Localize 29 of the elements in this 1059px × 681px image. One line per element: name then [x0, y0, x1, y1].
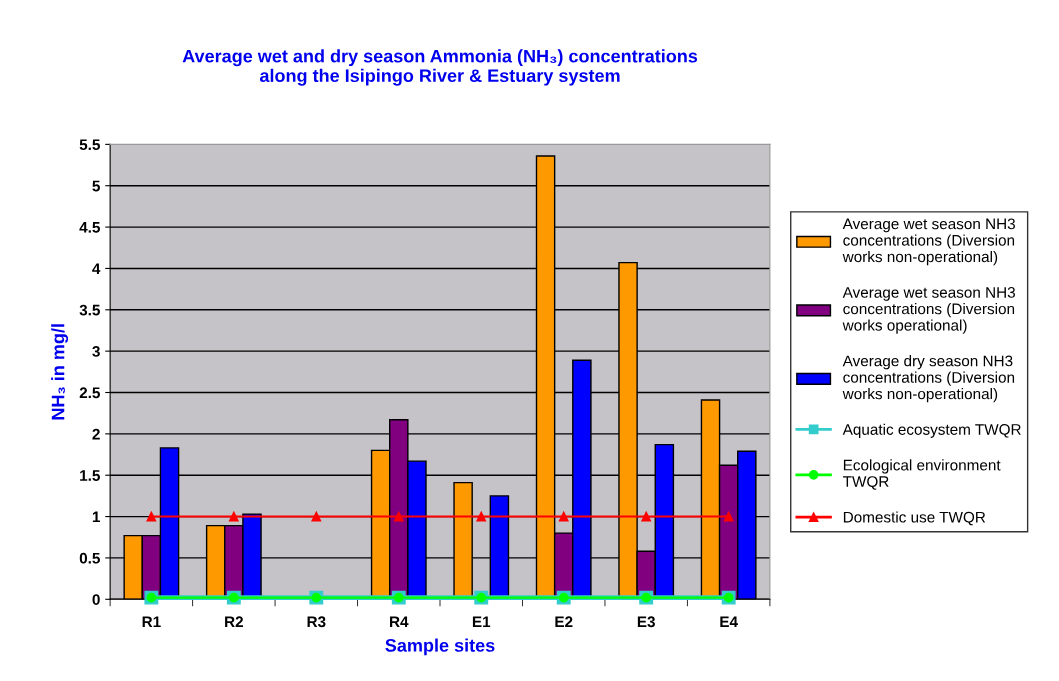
legend-label: Domestic use TWQR [843, 511, 986, 526]
y-tick-label: 5 [92, 180, 100, 192]
legend-label: Average wet season NH3 concentrations (Diversion works operational) [842, 286, 1015, 334]
chart-title: Average wet and dry season Ammonia (NH₃) concentrations along the Isipingo River & Estuary system [182, 49, 698, 86]
y-tick-label: 2.5 [79, 387, 100, 399]
x-tick-label: R1 [142, 616, 161, 628]
x-tick-label: E2 [555, 616, 573, 628]
x-tick-label: E4 [720, 616, 738, 628]
y-tick-label: 0.5 [79, 552, 100, 564]
y-tick-label: 0 [92, 594, 100, 605]
y-tick-label: 1.5 [80, 470, 100, 481]
legend-label: Average dry season NH3 concentrations (Diversion works non-operational) [842, 355, 1015, 403]
x-tick-label: R3 [307, 616, 326, 628]
x-tick-label: E3 [637, 616, 655, 628]
legend-label: Ecological environment TWQR [843, 459, 1001, 490]
y-tick-label: 2 [92, 428, 100, 440]
y-tick-label: 4.5 [79, 222, 100, 233]
legend-label: Aquatic ecosystem TWQR [842, 423, 1021, 438]
y-axis-title: NH₃ in mg/l [51, 324, 69, 420]
y-tick-label: 4 [92, 263, 101, 274]
y-tick-label: 5.5 [79, 139, 100, 151]
legend-label: Average wet season NH3 concentrations (Diversion works non-operational) [842, 218, 1015, 266]
x-tick-label: E1 [472, 616, 491, 628]
y-tick-label: 1 [92, 511, 100, 523]
x-tick-label: R4 [390, 616, 409, 628]
y-tick-label: 3.5 [79, 304, 100, 316]
y-tick-label: 3 [92, 346, 100, 357]
x-axis-title: Sample sites [385, 638, 495, 656]
x-tick-label: R2 [225, 616, 243, 628]
